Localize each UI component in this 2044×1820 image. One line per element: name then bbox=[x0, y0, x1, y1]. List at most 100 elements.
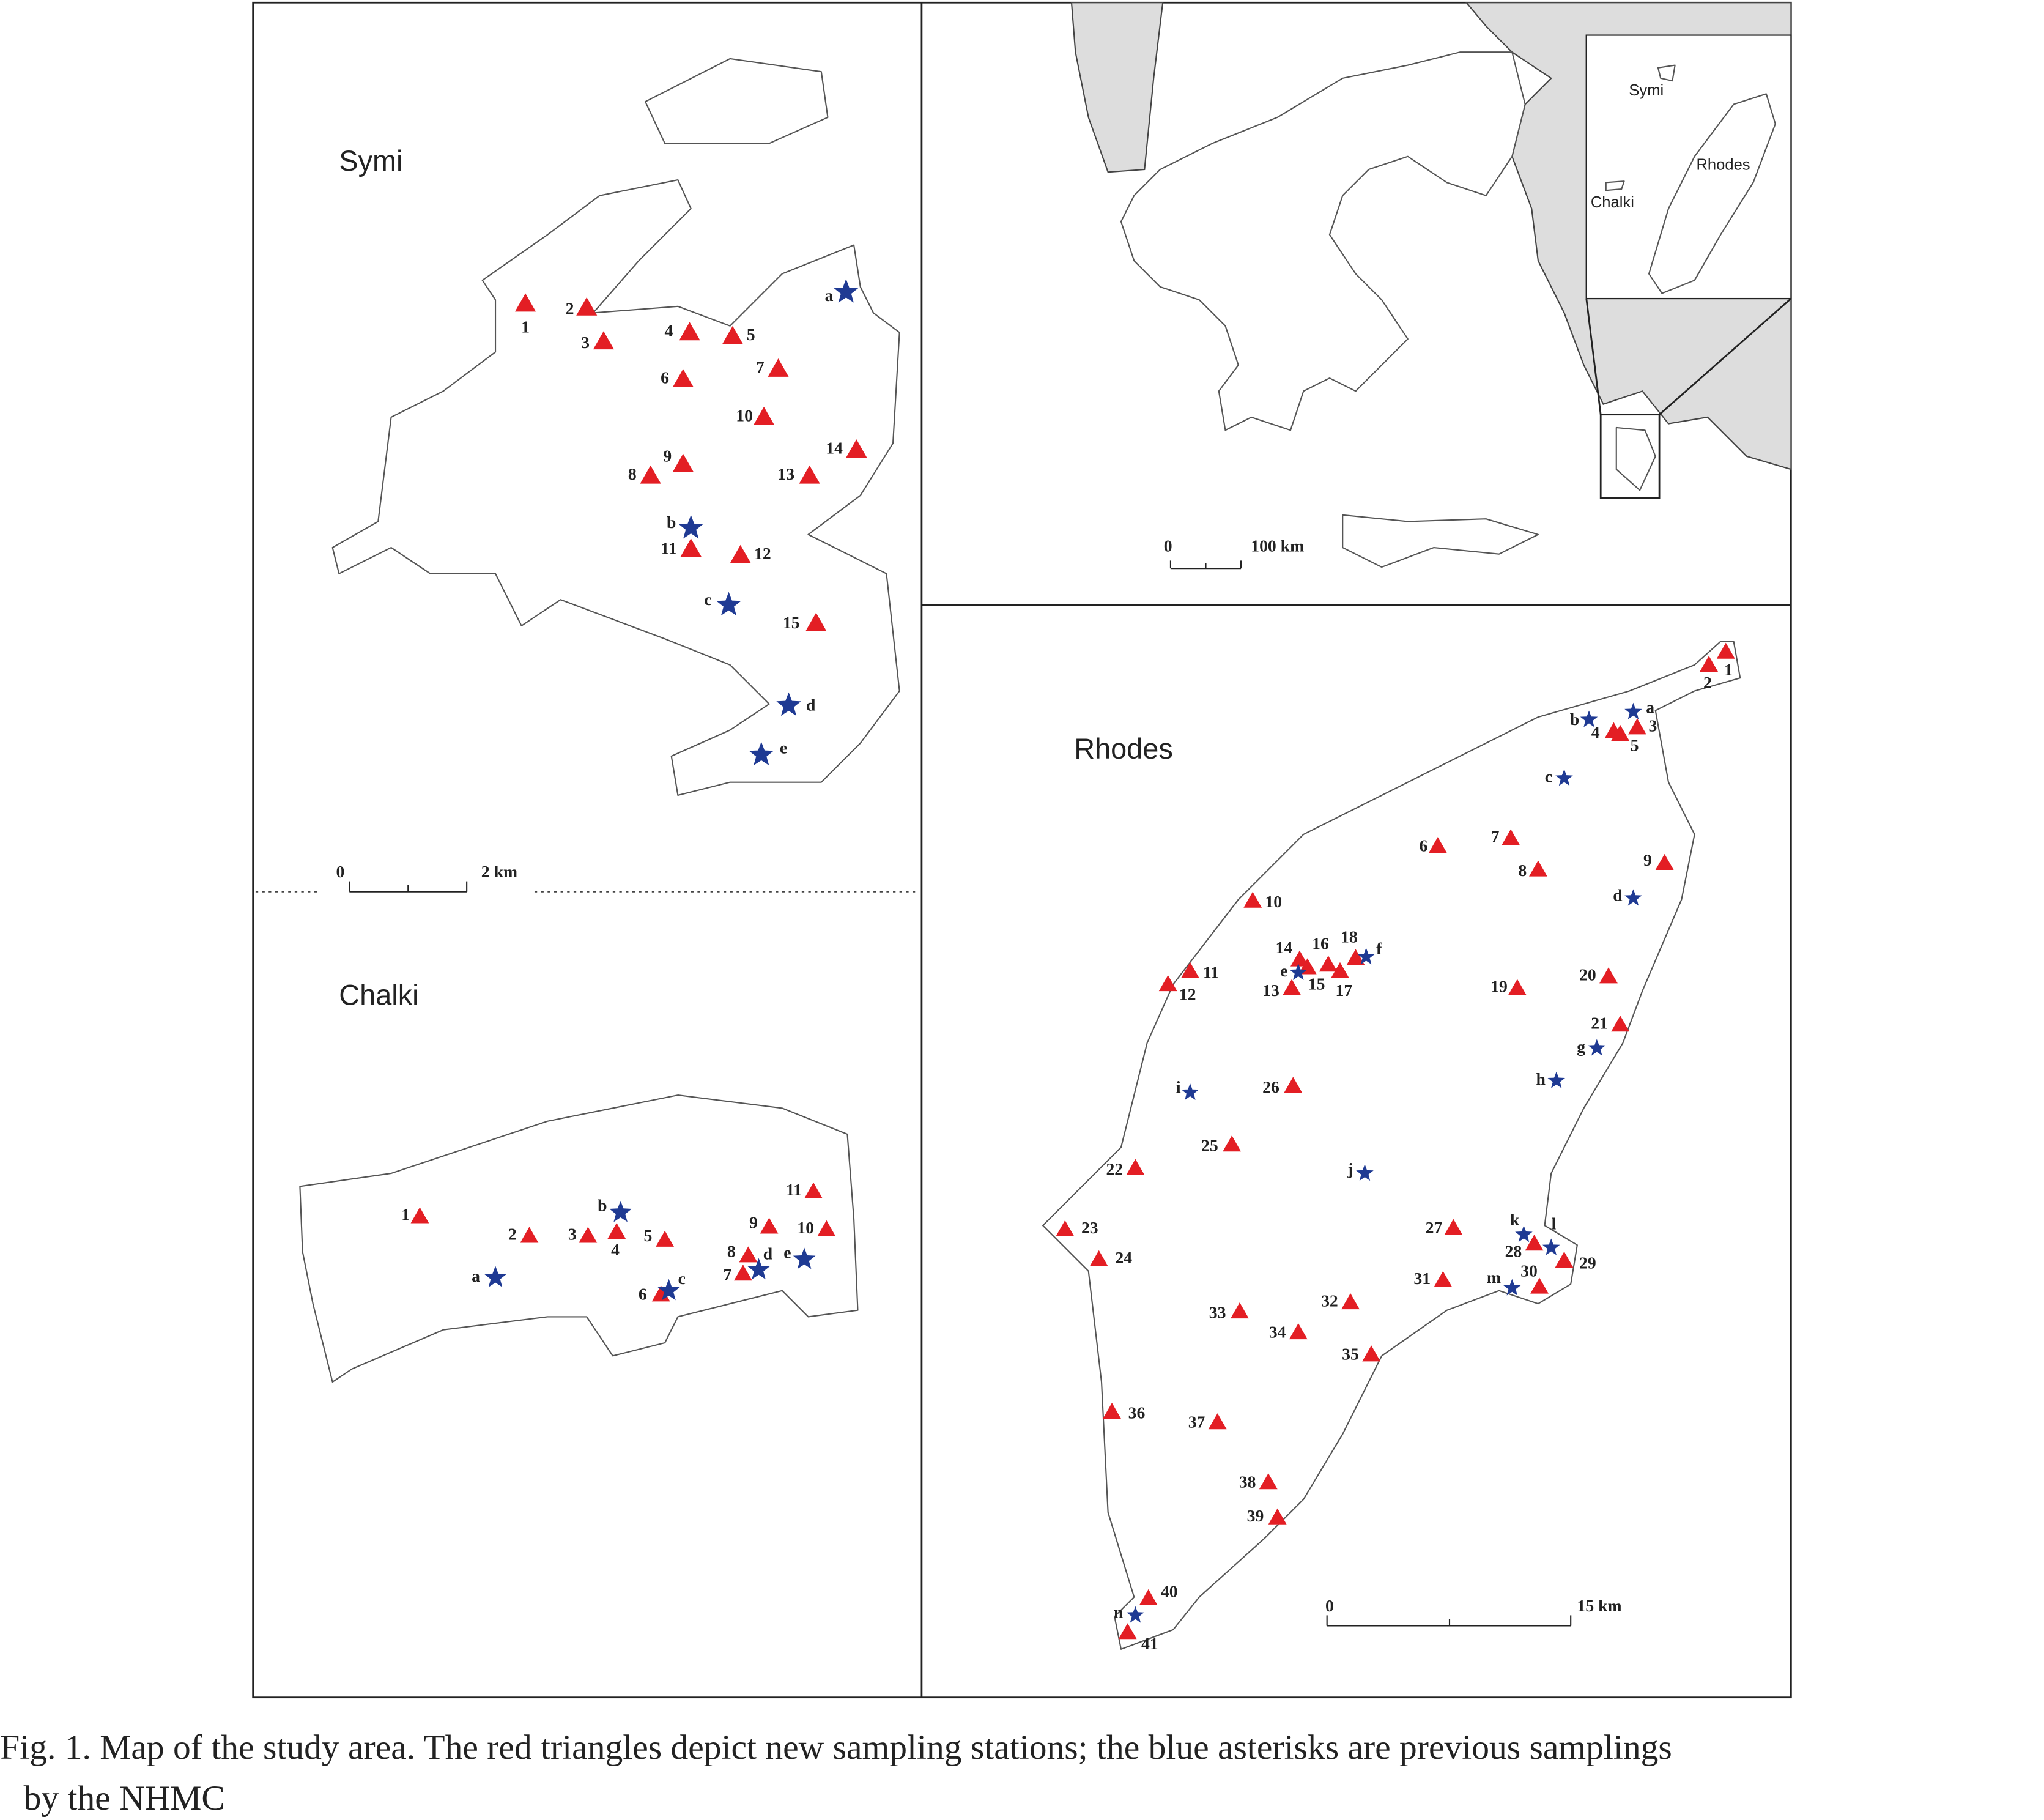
station-label: 13 bbox=[777, 464, 794, 483]
station-label: 15 bbox=[1308, 974, 1325, 993]
station-label: a bbox=[472, 1266, 480, 1285]
station-label: 9 bbox=[749, 1213, 758, 1231]
station-triangle bbox=[1089, 1250, 1108, 1266]
station-triangle bbox=[1599, 967, 1618, 984]
station-triangle bbox=[734, 1265, 752, 1281]
station-label: 27 bbox=[1426, 1218, 1443, 1237]
station-triangle bbox=[515, 293, 536, 312]
station-triangle bbox=[799, 465, 820, 484]
frames bbox=[252, 1, 1792, 1699]
previous-star bbox=[657, 1279, 680, 1301]
station-label: l bbox=[1552, 1214, 1557, 1233]
inset-box bbox=[1599, 414, 1661, 499]
station-label: 32 bbox=[1321, 1291, 1338, 1310]
station-triangle bbox=[593, 331, 614, 350]
scale-label: 15 km bbox=[1577, 1596, 1622, 1615]
station-label: e bbox=[780, 738, 787, 757]
station-label: 5 bbox=[1631, 735, 1639, 754]
station-label: k bbox=[1510, 1210, 1520, 1229]
station-label: d bbox=[806, 695, 816, 714]
station-triangle bbox=[672, 369, 694, 387]
inset-line bbox=[1659, 297, 1792, 415]
station-triangle bbox=[760, 1217, 779, 1234]
station-label: 7 bbox=[1491, 827, 1500, 846]
inset-label: Chalki bbox=[1591, 194, 1634, 211]
station-triangle bbox=[680, 538, 702, 557]
station-label: 7 bbox=[756, 357, 765, 376]
station-triangle bbox=[739, 1246, 758, 1263]
station-label: 22 bbox=[1106, 1159, 1123, 1178]
station-label: 24 bbox=[1115, 1248, 1132, 1267]
station-label: 17 bbox=[1336, 981, 1353, 1000]
previous-star bbox=[1624, 702, 1642, 719]
crete bbox=[1342, 514, 1539, 568]
previous-star bbox=[834, 279, 859, 303]
inset-line bbox=[1585, 298, 1602, 415]
station-label: c bbox=[704, 590, 711, 609]
station-label: 3 bbox=[581, 333, 590, 352]
previous-star bbox=[716, 592, 741, 616]
station-triangle bbox=[846, 439, 867, 458]
station-label: 10 bbox=[736, 406, 753, 425]
previous-star bbox=[1515, 1225, 1533, 1242]
station-triangle bbox=[1056, 1220, 1075, 1236]
station-label: 40 bbox=[1161, 1582, 1178, 1601]
station-label: 36 bbox=[1128, 1403, 1146, 1422]
station-label: h bbox=[1536, 1069, 1545, 1088]
station-label: 11 bbox=[1203, 962, 1219, 981]
station-triangle bbox=[1126, 1159, 1145, 1175]
station-label: 18 bbox=[1341, 927, 1358, 946]
station-label: 2 bbox=[508, 1225, 517, 1244]
station-label: 38 bbox=[1239, 1473, 1256, 1491]
station-label: 5 bbox=[747, 325, 755, 344]
station-triangle bbox=[1716, 642, 1735, 659]
previous-star bbox=[793, 1247, 816, 1269]
previous-star bbox=[1357, 948, 1375, 965]
station-label: a bbox=[825, 286, 834, 305]
station-triangle bbox=[1502, 829, 1520, 845]
station-label: a bbox=[1646, 698, 1654, 717]
station-triangle bbox=[579, 1227, 598, 1243]
station-triangle bbox=[1284, 1077, 1303, 1093]
caption: by the NHMC bbox=[24, 1779, 225, 1818]
previous-star bbox=[1555, 769, 1573, 786]
greece-map: 0 100 km Symi Rhodes Chalki bbox=[1070, 2, 1792, 570]
caption: Fig. 1. Map of the study area. The red t… bbox=[0, 1728, 1672, 1767]
station-label: 30 bbox=[1520, 1261, 1538, 1280]
previous-star bbox=[749, 741, 774, 766]
station-label: f bbox=[1376, 939, 1382, 958]
station-triangle bbox=[1555, 1251, 1574, 1268]
station-label: e bbox=[783, 1242, 791, 1261]
station-triangle bbox=[520, 1227, 539, 1243]
station-label: 3 bbox=[1649, 716, 1657, 735]
previous-star bbox=[678, 514, 703, 539]
previous-star bbox=[747, 1258, 770, 1280]
station-label: 26 bbox=[1262, 1077, 1279, 1096]
station-label: m bbox=[1487, 1268, 1501, 1287]
station-triangle bbox=[656, 1230, 674, 1247]
station-label: 3 bbox=[568, 1225, 577, 1244]
scale-label: 0 bbox=[1325, 1596, 1334, 1615]
station-triangle bbox=[1223, 1135, 1242, 1152]
station-triangle bbox=[1611, 724, 1630, 741]
station-triangle bbox=[1627, 718, 1646, 735]
previous-star bbox=[1624, 889, 1642, 906]
station-label: 8 bbox=[628, 464, 637, 483]
station-label: 13 bbox=[1262, 981, 1279, 1000]
station-label: 14 bbox=[826, 439, 843, 458]
station-label: 35 bbox=[1342, 1345, 1359, 1364]
previous-star bbox=[1542, 1238, 1560, 1255]
scale-label: 2 km bbox=[481, 862, 517, 881]
station-label: 1 bbox=[1724, 660, 1733, 679]
station-triangle bbox=[1208, 1413, 1227, 1430]
previous-star bbox=[1181, 1083, 1199, 1100]
station-triangle bbox=[1290, 950, 1309, 967]
station-label: d bbox=[1613, 886, 1623, 905]
station-label: 23 bbox=[1081, 1218, 1098, 1237]
station-label: n bbox=[1114, 1603, 1123, 1622]
panel-title: Chalki bbox=[339, 979, 418, 1011]
station-triangle bbox=[1525, 1235, 1544, 1251]
station-label: 10 bbox=[797, 1218, 814, 1237]
station-label: 9 bbox=[1643, 850, 1652, 869]
